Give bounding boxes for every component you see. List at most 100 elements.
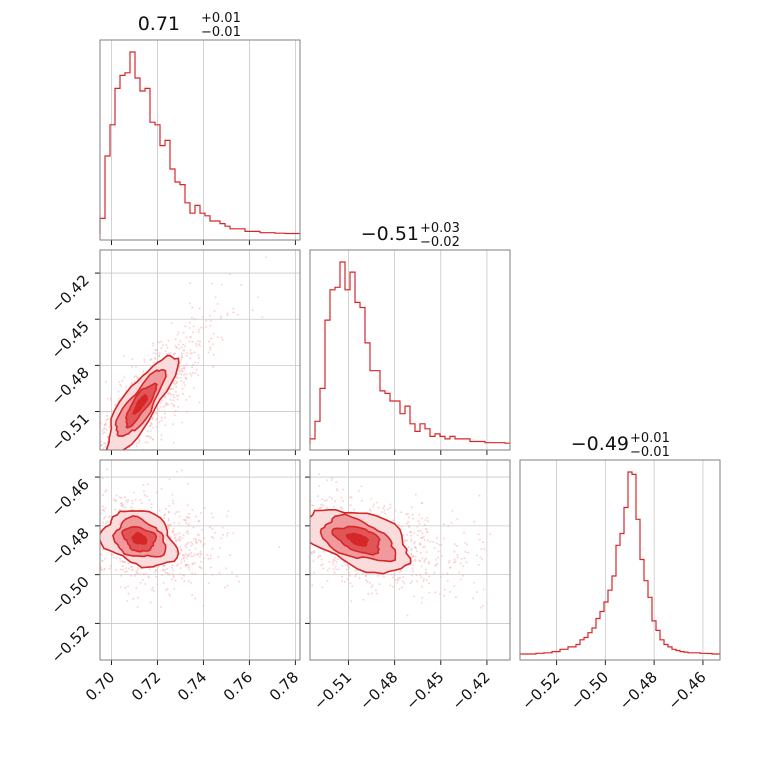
sample-point xyxy=(177,405,179,408)
sample-point xyxy=(175,564,178,567)
sample-point xyxy=(189,372,192,375)
sample-point xyxy=(396,581,399,584)
sample-point xyxy=(184,544,187,547)
sample-point xyxy=(193,553,196,556)
sample-point xyxy=(481,558,484,561)
sample-point xyxy=(173,352,176,355)
sample-point xyxy=(94,481,96,483)
sample-point xyxy=(90,529,92,531)
sample-point xyxy=(106,414,109,417)
sample-point xyxy=(342,500,345,503)
sample-point xyxy=(142,462,144,464)
sample-point xyxy=(210,512,213,515)
sample-point xyxy=(447,525,450,528)
sample-point xyxy=(269,518,271,520)
sample-point xyxy=(152,455,154,457)
sample-point xyxy=(313,571,316,574)
sample-point xyxy=(377,574,380,577)
sample-point xyxy=(190,316,193,319)
sample-point xyxy=(121,565,124,567)
sample-point xyxy=(160,438,163,441)
sample-point xyxy=(124,506,127,509)
sample-point xyxy=(137,566,140,569)
sample-point xyxy=(220,315,223,318)
sample-point xyxy=(137,441,140,444)
sample-point xyxy=(127,585,129,588)
sample-point xyxy=(413,532,416,535)
sample-point xyxy=(296,516,298,518)
sample-point xyxy=(212,516,214,519)
sample-point xyxy=(181,352,184,355)
sample-point xyxy=(185,378,188,381)
sample-point xyxy=(277,519,279,521)
sample-point xyxy=(86,465,88,467)
sample-point xyxy=(169,524,172,527)
sample-point xyxy=(348,567,351,570)
sample-point xyxy=(219,317,222,319)
sample-point xyxy=(435,542,438,545)
sample-point xyxy=(167,519,170,522)
sample-point xyxy=(459,562,462,565)
sample-point xyxy=(180,354,183,357)
sample-point xyxy=(136,572,139,574)
sample-point xyxy=(133,380,136,383)
sample-point xyxy=(174,338,177,341)
sample-point xyxy=(238,580,241,583)
sample-point xyxy=(152,438,154,441)
sample-point xyxy=(125,385,128,388)
sample-point xyxy=(185,373,188,376)
sample-point xyxy=(212,343,215,346)
sample-point xyxy=(125,570,128,573)
y-tick-label: −0.48 xyxy=(48,363,93,408)
sample-point xyxy=(465,561,468,564)
sample-point xyxy=(111,553,114,556)
sample-point xyxy=(120,497,123,499)
sample-point xyxy=(173,536,176,539)
sample-point xyxy=(150,358,153,361)
sample-point xyxy=(446,572,449,575)
sample-point xyxy=(90,464,92,466)
sample-point xyxy=(429,540,432,543)
sample-point xyxy=(164,350,167,353)
sample-point xyxy=(102,494,105,497)
sample-point xyxy=(138,452,140,454)
sample-point xyxy=(436,562,439,565)
sample-point xyxy=(158,352,161,355)
sample-point xyxy=(335,488,338,490)
sample-point xyxy=(96,433,98,435)
sample-point xyxy=(321,498,324,500)
sample-point xyxy=(434,558,437,561)
sample-point xyxy=(408,530,411,533)
sample-point xyxy=(135,442,138,445)
sample-point xyxy=(454,560,457,563)
sample-point xyxy=(434,591,437,594)
sample-point xyxy=(168,478,171,481)
sample-point xyxy=(193,387,196,390)
sample-point xyxy=(119,557,122,560)
sample-point xyxy=(446,579,449,582)
y-tick-label: −0.45 xyxy=(48,317,93,362)
sample-point xyxy=(453,543,456,546)
sample-point xyxy=(477,564,480,567)
sample-point xyxy=(412,517,415,520)
x-tick-label: 0.74 xyxy=(174,668,210,704)
sample-point xyxy=(426,539,429,542)
sample-point xyxy=(173,521,176,524)
sample-point xyxy=(473,581,476,584)
sample-point xyxy=(91,523,93,525)
sample-point xyxy=(321,586,324,589)
sample-point xyxy=(401,580,404,583)
sample-point xyxy=(415,547,418,550)
sample-point xyxy=(197,331,200,334)
sample-point xyxy=(320,564,323,567)
sample-point xyxy=(291,547,293,549)
sample-point xyxy=(171,530,174,533)
sample-point xyxy=(106,397,109,400)
sample-point xyxy=(397,523,400,526)
sample-point xyxy=(186,482,189,485)
sample-point xyxy=(104,422,107,425)
sample-point xyxy=(397,576,400,579)
sample-point xyxy=(183,367,186,370)
sample-point xyxy=(131,508,134,511)
